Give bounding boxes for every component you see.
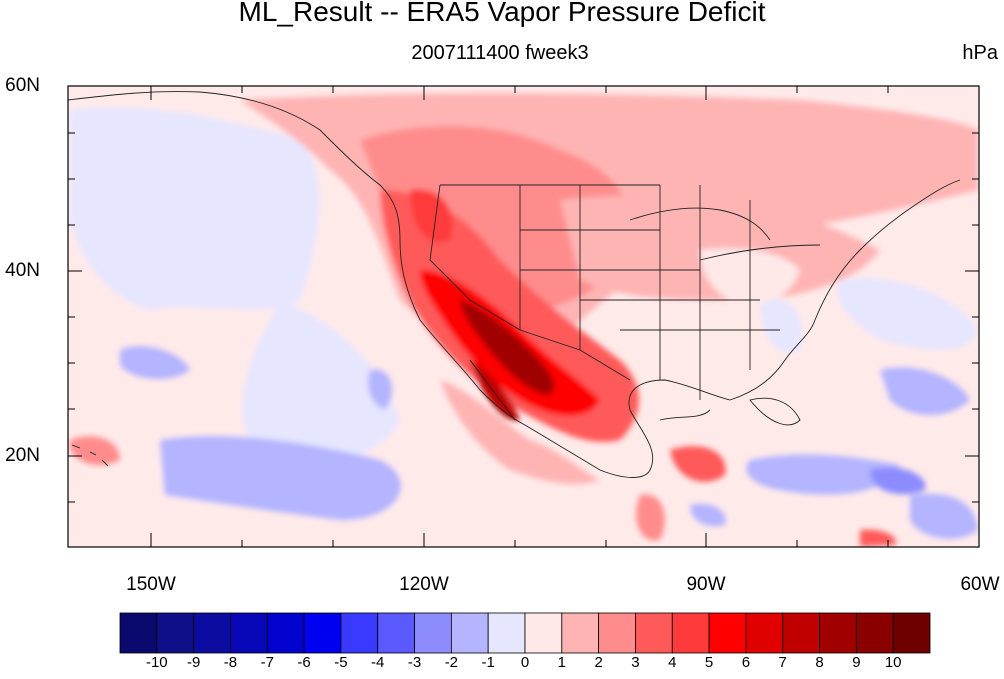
lon-label-90w: 90W xyxy=(686,574,726,595)
colorbar-label: 8 xyxy=(815,654,824,671)
colorbar-swatch xyxy=(156,612,195,654)
hawaii-positive-area xyxy=(70,436,120,466)
colorbar-label: -4 xyxy=(371,654,385,671)
colorbar-swatch xyxy=(635,612,673,654)
atlantic-negative-area xyxy=(880,367,970,415)
colorbar-swatch xyxy=(561,612,600,654)
south-positive-area xyxy=(860,529,896,547)
lat-label-20n: 20N xyxy=(5,445,40,466)
mexico-pacific-positive-area xyxy=(440,380,600,485)
central-us-positive-area xyxy=(560,195,880,300)
colorbar-swatch xyxy=(193,612,231,654)
colorbar-swatch xyxy=(598,612,636,654)
colorbar-swatch xyxy=(892,612,931,654)
colorbar-swatch xyxy=(377,612,415,654)
lon-label-150w: 150W xyxy=(126,574,176,595)
colorbar-label: -2 xyxy=(444,654,459,671)
colorbar-label: -1 xyxy=(481,654,495,671)
colorbar-swatch xyxy=(819,612,857,654)
caribbean-negative-area xyxy=(690,503,726,527)
lat-label-60n: 60N xyxy=(5,75,40,96)
colorbar-swatch xyxy=(671,612,710,654)
colorbar-swatch xyxy=(230,612,268,654)
map-subtitle: 2007111400 fweek3 xyxy=(411,42,589,64)
colorbar-swatch xyxy=(119,612,158,654)
atlantic-negative-area xyxy=(760,298,803,353)
colorbar-label: -8 xyxy=(223,654,238,671)
lat-label-40n: 40N xyxy=(5,260,40,281)
colorbar-label: -5 xyxy=(334,654,348,671)
colorbar-label: -10 xyxy=(145,654,168,671)
colorbar-label: 9 xyxy=(852,654,861,671)
colorbar-label: -7 xyxy=(260,654,274,671)
pacific-negative-area xyxy=(160,436,401,520)
colorbar-swatch xyxy=(487,612,526,654)
colorbar-swatch xyxy=(414,612,452,654)
baja-positive-area xyxy=(470,360,520,421)
pacific-negative-area xyxy=(70,107,319,310)
colorbar-label: 10 xyxy=(884,654,902,671)
atlantic-negative-area xyxy=(910,493,978,539)
colorbar xyxy=(119,612,931,654)
caribbean-positive-area xyxy=(636,494,665,541)
colorbar-label: 3 xyxy=(631,654,640,671)
oregon-positive-area xyxy=(410,189,453,243)
colorbar-label: 6 xyxy=(741,654,751,671)
colorbar-label: 1 xyxy=(557,654,566,671)
colorbar-swatch xyxy=(524,612,563,654)
colorbar-swatch xyxy=(303,612,342,654)
pacific-negative-area xyxy=(120,346,190,380)
colorbar-swatch xyxy=(855,612,894,654)
colorbar-label: -9 xyxy=(186,654,201,671)
southwest-max-positive-area xyxy=(460,300,554,395)
colorbar-label: 0 xyxy=(520,654,530,671)
atlantic-negative-area xyxy=(837,278,978,350)
colorbar-swatch xyxy=(708,612,747,654)
units-label: hPa xyxy=(962,42,998,64)
caribbean-positive-area xyxy=(670,446,726,482)
map-field xyxy=(68,86,979,547)
colorbar-label: 2 xyxy=(594,654,603,671)
colorbar-label: 4 xyxy=(668,654,677,671)
atlantic-negative-area xyxy=(870,467,926,495)
coastlines xyxy=(68,91,961,478)
map-ticks xyxy=(68,85,979,547)
pacific-negative-area xyxy=(368,369,393,410)
atlantic-negative-area xyxy=(746,454,900,495)
colorbar-label: -3 xyxy=(407,654,422,671)
colorbar-label: -6 xyxy=(297,654,311,671)
lon-label-120w: 120W xyxy=(399,574,449,595)
colorbar-swatch xyxy=(782,612,820,654)
map-title: ML_Result -- ERA5 Vapor Pressure Deficit xyxy=(238,0,766,27)
colorbar-swatch xyxy=(266,612,305,654)
colorbar-label: 7 xyxy=(778,654,787,671)
colorbar-label: 5 xyxy=(704,654,714,671)
pacific-negative-area xyxy=(242,300,400,464)
colorbar-swatch xyxy=(450,612,489,654)
lon-label-60w: 60W xyxy=(960,574,1000,595)
colorbar-swatch xyxy=(745,612,784,654)
colorbar-swatch xyxy=(340,612,379,654)
